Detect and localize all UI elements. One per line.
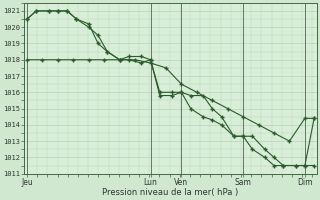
X-axis label: Pression niveau de la mer( hPa ): Pression niveau de la mer( hPa ): [102, 188, 239, 197]
